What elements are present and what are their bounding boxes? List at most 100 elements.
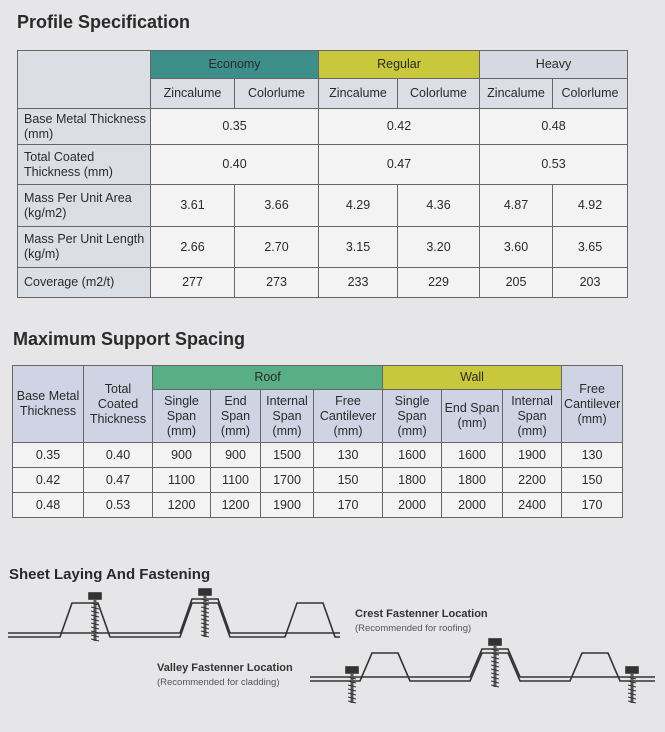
column-header: Internal Span (mm) bbox=[502, 389, 563, 443]
screw-thread bbox=[490, 648, 500, 652]
row-label: Total Coated Thickness (mm) bbox=[17, 144, 151, 185]
screw-thread bbox=[90, 602, 100, 606]
header-row: Base Metal Thickness Total Coated Thickne… bbox=[12, 365, 624, 443]
cell: 1900 bbox=[502, 442, 563, 468]
screw-thread bbox=[490, 652, 500, 656]
cell: 0.48 bbox=[479, 108, 629, 145]
screw-head bbox=[488, 638, 502, 646]
screw-thread bbox=[200, 606, 210, 610]
header-row: Economy Regular Heavy bbox=[17, 50, 629, 109]
section-title: Sheet Laying And Fastening bbox=[9, 566, 211, 583]
screw-thread bbox=[90, 634, 100, 638]
screw-thread bbox=[627, 688, 637, 692]
screw-thread bbox=[347, 696, 357, 700]
column-header: Free Cantilever (mm) bbox=[312, 389, 384, 443]
cell: 2.70 bbox=[233, 226, 320, 268]
screw-thread bbox=[490, 680, 500, 684]
cell: 1500 bbox=[260, 442, 314, 468]
screw-thread bbox=[90, 638, 100, 642]
sheet-profile bbox=[8, 602, 340, 638]
screw-thread bbox=[627, 700, 637, 704]
cell: 0.35 bbox=[149, 108, 320, 145]
data-row: Base Metal Thickness (mm) 0.35 0.42 0.48 bbox=[17, 108, 629, 145]
screw-thread bbox=[347, 692, 357, 696]
screw-thread bbox=[490, 656, 500, 660]
screw-thread bbox=[200, 598, 210, 602]
screw-thread bbox=[200, 634, 210, 638]
cell: 203 bbox=[552, 267, 629, 298]
cell: 4.36 bbox=[397, 184, 481, 227]
column-header: Free Cantilever (mm) bbox=[561, 365, 624, 443]
screw-thread bbox=[200, 610, 210, 614]
cell: 4.29 bbox=[318, 184, 399, 227]
cell: 2.66 bbox=[150, 226, 235, 268]
cell: 277 bbox=[150, 267, 235, 298]
cell: 1800 bbox=[441, 467, 504, 493]
cell: 2400 bbox=[502, 492, 563, 518]
screw-thread bbox=[627, 680, 637, 684]
crest-label: Crest Fastenner Location bbox=[355, 608, 488, 620]
screw-thread bbox=[627, 684, 637, 688]
screw-thread bbox=[200, 630, 210, 634]
column-header: Zincalume bbox=[318, 78, 399, 109]
screw-head bbox=[88, 592, 102, 600]
screw-thread bbox=[347, 676, 357, 680]
data-row: 0.35 0.40 900 900 1500 130 1600 1600 1900 130 bbox=[12, 442, 624, 468]
section-title: Maximum Support Spacing bbox=[13, 329, 246, 349]
screw-thread bbox=[200, 618, 210, 622]
cell: 1700 bbox=[260, 467, 314, 493]
cell: 3.20 bbox=[397, 226, 481, 268]
screw-head bbox=[198, 588, 212, 596]
row-label: Mass Per Unit Area (kg/m2) bbox=[17, 184, 151, 227]
profile-table: Economy Regular Heavy Zincalume Colorlume Zin… bbox=[17, 50, 629, 298]
cell: 3.65 bbox=[552, 226, 629, 268]
cell: 3.66 bbox=[233, 184, 320, 227]
screw-thread bbox=[627, 696, 637, 700]
screw-thread bbox=[627, 692, 637, 696]
cell: 900 bbox=[210, 442, 261, 468]
screw-thread bbox=[90, 622, 100, 626]
screw-thread bbox=[347, 684, 357, 688]
cell: 170 bbox=[561, 492, 624, 518]
group-header: Economy bbox=[149, 50, 320, 79]
sheet-profile bbox=[8, 598, 340, 634]
cell: 0.40 bbox=[149, 144, 320, 185]
valley-note: (Recommended for cladding) bbox=[157, 677, 280, 688]
column-header: Single Span (mm) bbox=[382, 389, 443, 443]
data-row: Total Coated Thickness (mm) 0.40 0.47 0.53 bbox=[17, 144, 629, 185]
data-row: Mass Per Unit Area (kg/m2) 3.61 3.66 4.29 4.… bbox=[17, 184, 629, 227]
cell: 0.42 bbox=[318, 108, 481, 145]
cell: 4.92 bbox=[552, 184, 629, 227]
group-header: Roof bbox=[151, 365, 384, 390]
data-row: 0.42 0.47 1100 1100 1700 150 1800 1800 2200 150 bbox=[12, 467, 624, 493]
column-header: Colorlume bbox=[233, 78, 320, 109]
cell: 0.53 bbox=[479, 144, 629, 185]
screw-thread bbox=[490, 660, 500, 664]
screw-thread bbox=[90, 610, 100, 614]
screw-thread bbox=[90, 618, 100, 622]
row-label: Mass Per Unit Length (kg/m) bbox=[17, 226, 151, 268]
screw-head bbox=[625, 666, 639, 674]
cell: 1600 bbox=[382, 442, 443, 468]
cell: 1200 bbox=[152, 492, 211, 518]
crest-note: (Recommended for roofing) bbox=[355, 623, 472, 634]
valley-label: Valley Fastenner Location bbox=[157, 662, 293, 674]
group-header: Heavy bbox=[479, 50, 629, 79]
screw-thread bbox=[200, 614, 210, 618]
screw-thread bbox=[200, 602, 210, 606]
data-row: Coverage (m2/t) 277 273 233 229 205 203 bbox=[17, 267, 629, 298]
cell: 3.60 bbox=[479, 226, 554, 268]
cell: 1800 bbox=[382, 467, 443, 493]
column-header: Colorlume bbox=[552, 78, 629, 109]
cell: 1900 bbox=[260, 492, 314, 518]
cell: 1200 bbox=[210, 492, 261, 518]
column-header: Colorlume bbox=[397, 78, 481, 109]
support-table: Base Metal Thickness Total Coated Thickne… bbox=[12, 365, 624, 518]
fastening-diagram bbox=[8, 588, 655, 704]
screw-thread bbox=[490, 664, 500, 668]
cell: 3.15 bbox=[318, 226, 399, 268]
screw-thread bbox=[200, 626, 210, 630]
cell: 0.35 bbox=[12, 442, 84, 468]
cell: 205 bbox=[479, 267, 554, 298]
